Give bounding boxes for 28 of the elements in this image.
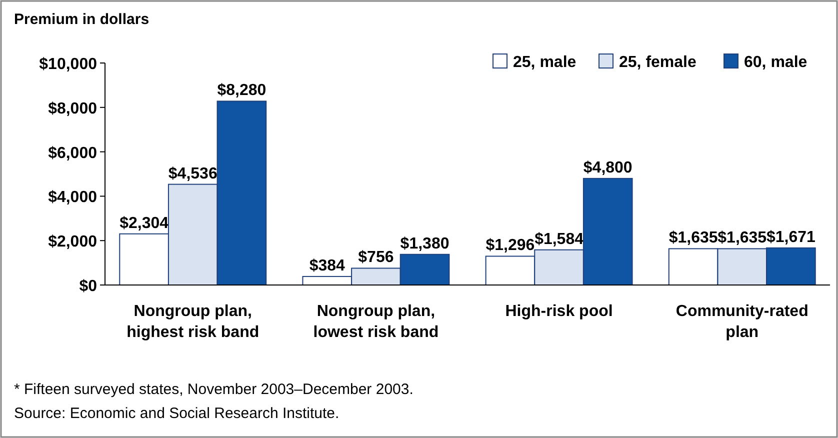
data-label: $384 [309,257,346,274]
data-label: $4,536 [168,165,218,182]
text: * Fifteen surveyed states, November 2003–December 2003. [14,381,414,398]
data-label: $1,671 [766,228,816,246]
data-label: $1,584 [534,230,584,248]
y-tick-label: $6,000 [48,144,98,162]
legend-label: 60, male [744,54,808,71]
source-note: Source: Economic and Social Research Institute. [14,405,340,422]
x-tick-label: Nongroup plan, highest risk band [126,303,260,341]
y-tick-label: $4,000 [48,189,98,206]
data-label: $1,635 [668,230,718,247]
legend-label: 25, male [513,54,576,71]
data-label: $756 [358,249,394,266]
x-tick-label: High-risk pool [505,303,613,320]
data-label: $2,304 [120,214,169,232]
data-label: $4,800 [583,159,632,176]
y-tick-label: $8,000 [48,100,98,118]
data-label: $1,296 [486,237,535,254]
data-label: $1,635 [718,230,767,247]
y-tick-label: $10,000 [39,56,98,73]
x-tick-label: Nongroup plan, lowest risk band [313,303,439,341]
legend-label: 25, female [619,54,696,71]
data-label: $1,380 [400,235,450,252]
x-tick-label: Community-rated plan [676,303,808,341]
data-label: $8,280 [217,82,266,100]
y-tick-label: $2,000 [48,234,98,251]
chart-title: Premium in dollars [14,11,150,28]
y-tick-label: $0 [79,278,98,295]
